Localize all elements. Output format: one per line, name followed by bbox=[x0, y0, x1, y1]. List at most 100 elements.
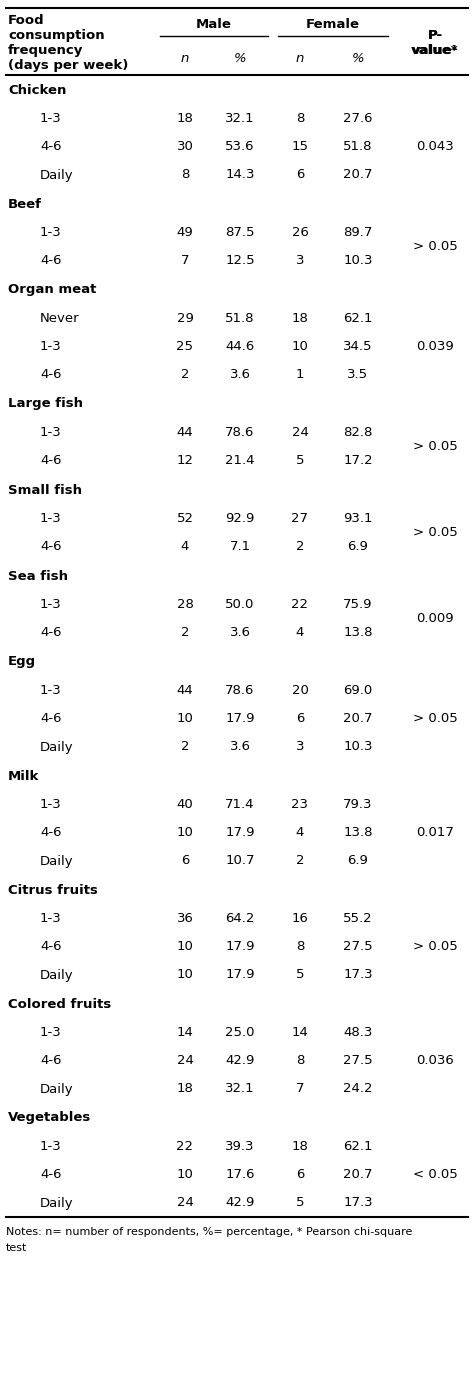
Text: 78.6: 78.6 bbox=[225, 426, 255, 440]
Text: > 0.05: > 0.05 bbox=[413, 241, 457, 253]
Text: 1-3: 1-3 bbox=[40, 599, 62, 611]
Text: 27: 27 bbox=[292, 513, 309, 526]
Text: 6.9: 6.9 bbox=[347, 855, 368, 867]
Text: Daily: Daily bbox=[40, 968, 73, 982]
Text: 79.3: 79.3 bbox=[343, 798, 373, 812]
Text: 4-6: 4-6 bbox=[40, 626, 62, 639]
Text: 17.6: 17.6 bbox=[225, 1169, 255, 1181]
Text: n: n bbox=[181, 51, 189, 65]
Text: 1-3: 1-3 bbox=[40, 1141, 62, 1153]
Text: 4-6: 4-6 bbox=[40, 541, 62, 553]
Text: 24: 24 bbox=[176, 1054, 193, 1068]
Text: 7: 7 bbox=[296, 1083, 304, 1095]
Text: 10: 10 bbox=[176, 968, 193, 982]
Text: > 0.05: > 0.05 bbox=[413, 940, 457, 953]
Text: 1-3: 1-3 bbox=[40, 913, 62, 925]
Text: 2: 2 bbox=[296, 541, 304, 553]
Text: 30: 30 bbox=[176, 141, 193, 154]
Text: 27.5: 27.5 bbox=[343, 1054, 373, 1068]
Text: Milk: Milk bbox=[8, 769, 39, 783]
Text: 89.7: 89.7 bbox=[343, 227, 373, 239]
Text: Beef: Beef bbox=[8, 198, 42, 210]
Text: 12.5: 12.5 bbox=[225, 254, 255, 267]
Text: 4: 4 bbox=[181, 541, 189, 553]
Text: 1-3: 1-3 bbox=[40, 798, 62, 812]
Text: Female: Female bbox=[306, 18, 360, 32]
Text: 44.6: 44.6 bbox=[225, 340, 255, 354]
Text: Daily: Daily bbox=[40, 1196, 73, 1210]
Text: %: % bbox=[352, 51, 365, 65]
Text: Notes: n= number of respondents, %= percentage, * Pearson chi-square: Notes: n= number of respondents, %= perc… bbox=[6, 1227, 412, 1236]
Text: 51.8: 51.8 bbox=[343, 141, 373, 154]
Text: P-
value*: P- value* bbox=[411, 29, 459, 57]
Text: P-
value¹: P- value¹ bbox=[412, 29, 458, 57]
Text: 36: 36 bbox=[176, 913, 193, 925]
Text: 10: 10 bbox=[176, 827, 193, 839]
Text: > 0.05: > 0.05 bbox=[413, 712, 457, 726]
Text: 20.7: 20.7 bbox=[343, 1169, 373, 1181]
Text: 4-6: 4-6 bbox=[40, 254, 62, 267]
Text: 1-3: 1-3 bbox=[40, 112, 62, 126]
Text: 3.6: 3.6 bbox=[229, 626, 250, 639]
Text: 4-6: 4-6 bbox=[40, 827, 62, 839]
Text: 25: 25 bbox=[176, 340, 193, 354]
Text: 1: 1 bbox=[296, 368, 304, 382]
Text: 17.9: 17.9 bbox=[225, 827, 255, 839]
Text: 20.7: 20.7 bbox=[343, 712, 373, 726]
Text: 17.9: 17.9 bbox=[225, 940, 255, 953]
Text: 23: 23 bbox=[292, 798, 309, 812]
Text: 62.1: 62.1 bbox=[343, 1141, 373, 1153]
Text: 62.1: 62.1 bbox=[343, 313, 373, 325]
Text: 78.6: 78.6 bbox=[225, 685, 255, 697]
Text: 0.039: 0.039 bbox=[416, 340, 454, 354]
Text: 3.6: 3.6 bbox=[229, 740, 250, 754]
Text: 18: 18 bbox=[292, 313, 309, 325]
Text: 48.3: 48.3 bbox=[343, 1026, 373, 1040]
Text: 7: 7 bbox=[181, 254, 189, 267]
Text: 24: 24 bbox=[176, 1196, 193, 1210]
Text: 18: 18 bbox=[176, 112, 193, 126]
Text: 55.2: 55.2 bbox=[343, 913, 373, 925]
Text: Never: Never bbox=[40, 313, 80, 325]
Text: Daily: Daily bbox=[40, 169, 73, 181]
Text: 17.2: 17.2 bbox=[343, 455, 373, 467]
Text: 28: 28 bbox=[176, 599, 193, 611]
Text: 26: 26 bbox=[292, 227, 309, 239]
Text: 17.3: 17.3 bbox=[343, 1196, 373, 1210]
Text: Food
consumption
frequency
(days per week): Food consumption frequency (days per wee… bbox=[8, 14, 128, 72]
Text: 82.8: 82.8 bbox=[343, 426, 373, 440]
Text: 1-3: 1-3 bbox=[40, 227, 62, 239]
Text: 52: 52 bbox=[176, 513, 193, 526]
Text: 64.2: 64.2 bbox=[225, 913, 255, 925]
Text: 18: 18 bbox=[176, 1083, 193, 1095]
Text: 40: 40 bbox=[177, 798, 193, 812]
Text: 8: 8 bbox=[181, 169, 189, 181]
Text: < 0.05: < 0.05 bbox=[413, 1169, 457, 1181]
Text: 10.7: 10.7 bbox=[225, 855, 255, 867]
Text: 75.9: 75.9 bbox=[343, 599, 373, 611]
Text: 2: 2 bbox=[181, 740, 189, 754]
Text: %: % bbox=[234, 51, 246, 65]
Text: 87.5: 87.5 bbox=[225, 227, 255, 239]
Text: 8: 8 bbox=[296, 940, 304, 953]
Text: 7.1: 7.1 bbox=[229, 541, 251, 553]
Text: 51.8: 51.8 bbox=[225, 313, 255, 325]
Text: Organ meat: Organ meat bbox=[8, 284, 96, 296]
Text: 14: 14 bbox=[292, 1026, 309, 1040]
Text: 1-3: 1-3 bbox=[40, 340, 62, 354]
Text: Daily: Daily bbox=[40, 1083, 73, 1095]
Text: test: test bbox=[6, 1243, 27, 1253]
Text: 29: 29 bbox=[176, 313, 193, 325]
Text: 1-3: 1-3 bbox=[40, 1026, 62, 1040]
Text: 4-6: 4-6 bbox=[40, 712, 62, 726]
Text: 5: 5 bbox=[296, 1196, 304, 1210]
Text: 2: 2 bbox=[181, 626, 189, 639]
Text: 4: 4 bbox=[296, 626, 304, 639]
Text: 44: 44 bbox=[177, 685, 193, 697]
Text: 6.9: 6.9 bbox=[347, 541, 368, 553]
Text: 13.8: 13.8 bbox=[343, 827, 373, 839]
Text: 14: 14 bbox=[176, 1026, 193, 1040]
Text: 2: 2 bbox=[296, 855, 304, 867]
Text: 6: 6 bbox=[296, 1169, 304, 1181]
Text: Citrus fruits: Citrus fruits bbox=[8, 884, 98, 896]
